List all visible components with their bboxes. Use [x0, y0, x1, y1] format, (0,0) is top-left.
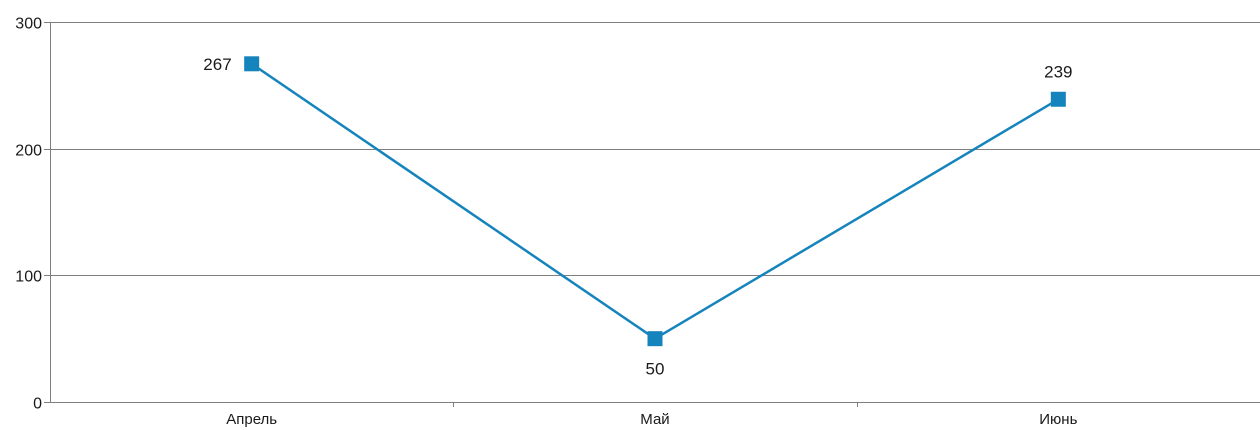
- x-axis-category-labels: Апрель Май Июнь: [226, 411, 1077, 428]
- data-point-marker: [647, 331, 663, 347]
- data-label: 239: [1044, 62, 1072, 81]
- axes: [44, 22, 1260, 407]
- x-category-label: Май: [640, 411, 669, 428]
- y-tick-label: 0: [33, 396, 42, 413]
- data-point-marker: [1050, 91, 1066, 107]
- y-tick-label: 300: [15, 16, 42, 33]
- series: [244, 56, 1066, 347]
- data-point-marker: [244, 56, 260, 72]
- series-line: [250, 62, 1059, 340]
- y-tick-label: 200: [15, 143, 42, 160]
- data-label: 267: [203, 55, 231, 74]
- x-category-label: Июнь: [1039, 411, 1077, 428]
- data-label: 50: [646, 360, 665, 379]
- x-category-label: Апрель: [226, 411, 277, 428]
- y-axis-tick-labels: 0 100 200 300: [15, 16, 42, 413]
- y-tick-label: 100: [15, 269, 42, 286]
- gridlines: [50, 22, 1260, 276]
- data-labels: 267 50 239: [203, 55, 1072, 379]
